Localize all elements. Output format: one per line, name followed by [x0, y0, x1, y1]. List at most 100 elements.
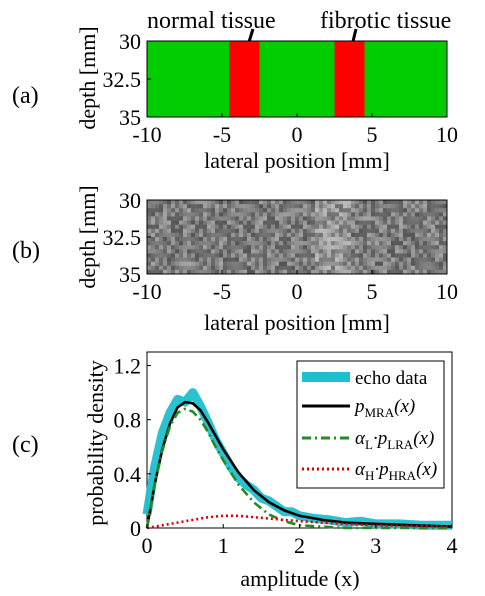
- speckle-cell: [267, 261, 272, 267]
- speckle-cell: [275, 212, 280, 217]
- speckle-cell: [255, 228, 260, 234]
- speckle-cell: [335, 232, 340, 238]
- background-region: [147, 41, 447, 117]
- speckle-cell: [175, 232, 180, 238]
- speckle-cell: [243, 228, 248, 234]
- speckle-cell: [303, 200, 308, 205]
- speckle-cell: [215, 265, 220, 271]
- panel-b-xlabel: lateral position [mm]: [204, 310, 390, 335]
- speckle-cell: [367, 265, 372, 271]
- speckle-cell: [443, 237, 448, 242]
- speckle-cell: [315, 253, 320, 258]
- legend: echo data pMRA(x) αL·pLRA(x) αH·pHRA(x): [296, 360, 445, 489]
- speckle-cell: [263, 261, 268, 267]
- speckle-cell: [199, 204, 204, 209]
- speckle-cell: [171, 212, 176, 217]
- speckle-cell: [379, 261, 384, 267]
- speckle-cell: [307, 204, 312, 209]
- speckle-cell: [435, 257, 440, 262]
- speckle-cell: [299, 261, 304, 267]
- speckle-cell: [255, 204, 260, 209]
- speckle-cell: [255, 212, 260, 217]
- speckle-cell: [295, 257, 300, 262]
- speckle-cell: [355, 228, 360, 234]
- speckle-cell: [195, 261, 200, 267]
- speckle-cell: [203, 261, 208, 267]
- speckle-cell: [251, 241, 256, 246]
- speckle-cell: [411, 257, 416, 262]
- speckle-cell: [399, 241, 404, 246]
- legend-hra-sub2: HRA: [389, 468, 417, 483]
- speckle-cell: [227, 208, 232, 213]
- speckle-cell: [199, 265, 204, 271]
- speckle-cell: [395, 265, 400, 271]
- speckle-cell: [247, 241, 252, 246]
- speckle-cell: [407, 232, 412, 238]
- speckle-cell: [375, 228, 380, 234]
- speckle-cell: [179, 204, 184, 209]
- speckle-cell: [355, 237, 360, 242]
- speckle-cell: [287, 204, 292, 209]
- speckle-cell: [375, 200, 380, 205]
- speckle-cell: [227, 265, 232, 271]
- speckle-cell: [223, 257, 228, 262]
- speckle-cell: [419, 245, 424, 250]
- speckle-cell: [343, 245, 348, 250]
- speckle-cell: [443, 241, 448, 246]
- speckle-cell: [443, 212, 448, 217]
- speckle-cell: [431, 232, 436, 238]
- speckle-cell: [319, 204, 324, 209]
- speckle-cell: [307, 261, 312, 267]
- speckle-cell: [307, 241, 312, 246]
- speckle-cell: [435, 232, 440, 238]
- speckle-cell: [331, 257, 336, 262]
- speckle-cell: [151, 241, 156, 246]
- speckle-cell: [303, 204, 308, 209]
- speckle-cell: [315, 200, 320, 205]
- speckle-cell: [239, 224, 244, 230]
- speckle-cell: [399, 208, 404, 213]
- speckle-texture: [147, 200, 448, 275]
- speckle-cell: [151, 208, 156, 213]
- speckle-cell: [235, 253, 240, 258]
- speckle-cell: [251, 200, 256, 205]
- speckle-cell: [215, 228, 220, 234]
- speckle-cell: [379, 257, 384, 262]
- speckle-cell: [443, 261, 448, 267]
- speckle-cell: [263, 204, 268, 209]
- speckle-cell: [163, 228, 168, 234]
- speckle-cell: [371, 224, 376, 230]
- speckle-cell: [423, 237, 428, 242]
- speckle-cell: [359, 269, 364, 275]
- speckle-cell: [275, 224, 280, 230]
- speckle-cell: [271, 224, 276, 230]
- speckle-cell: [359, 212, 364, 217]
- speckle-cell: [239, 208, 244, 213]
- speckle-cell: [347, 216, 352, 221]
- speckle-cell: [295, 241, 300, 246]
- speckle-cell: [155, 224, 160, 230]
- speckle-cell: [387, 228, 392, 234]
- speckle-cell: [163, 204, 168, 209]
- speckle-cell: [235, 261, 240, 267]
- speckle-cell: [371, 269, 376, 275]
- speckle-cell: [427, 265, 432, 271]
- panel-b: (b) -10 -5 0 5 10 30 32.5 35 depth [mm] lateral…: [12, 185, 458, 335]
- speckle-cell: [283, 228, 288, 234]
- speckle-cell: [271, 228, 276, 234]
- speckle-cell: [167, 249, 172, 254]
- speckle-cell: [163, 245, 168, 250]
- speckle-cell: [443, 265, 448, 271]
- speckle-cell: [155, 249, 160, 254]
- speckle-cell: [411, 237, 416, 242]
- speckle-cell: [355, 220, 360, 225]
- speckle-cell: [299, 265, 304, 271]
- speckle-cell: [195, 228, 200, 234]
- speckle-cell: [203, 200, 208, 205]
- speckle-cell: [155, 261, 160, 267]
- speckle-cell: [415, 245, 420, 250]
- speckle-cell: [275, 249, 280, 254]
- speckle-cell: [343, 212, 348, 217]
- speckle-cell: [255, 237, 260, 242]
- speckle-cell: [279, 208, 284, 213]
